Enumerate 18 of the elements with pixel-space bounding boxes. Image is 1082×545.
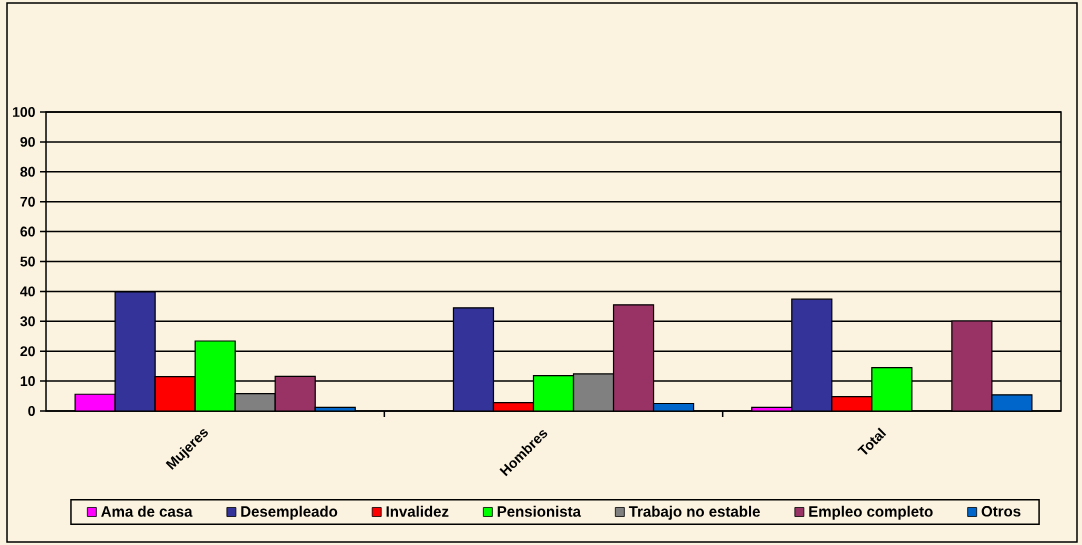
y-tick-label: 30 xyxy=(20,316,35,327)
legend-label: Desempleado xyxy=(241,505,338,520)
y-tick-label: 70 xyxy=(20,196,35,207)
legend-label: Trabajo no estable xyxy=(628,505,760,520)
legend-label: Invalidez xyxy=(386,505,449,517)
legend-label: Otros xyxy=(981,506,1021,517)
legend-label: Pensionista xyxy=(497,505,582,517)
y-tick-label: 10 xyxy=(20,376,35,387)
y-tick-label: 100 xyxy=(13,107,35,117)
y-tick-label: 90 xyxy=(20,136,35,147)
legend-label: Empleo completo xyxy=(809,505,933,520)
y-tick-label: 40 xyxy=(20,286,35,297)
y-tick-label: 80 xyxy=(20,166,35,177)
y-tick-label: 50 xyxy=(20,256,35,267)
y-tick-label: 60 xyxy=(20,226,35,237)
y-tick-label: 0 xyxy=(28,406,35,416)
y-tick-label: 20 xyxy=(20,346,35,357)
legend-label: Ama de casa xyxy=(101,505,193,517)
